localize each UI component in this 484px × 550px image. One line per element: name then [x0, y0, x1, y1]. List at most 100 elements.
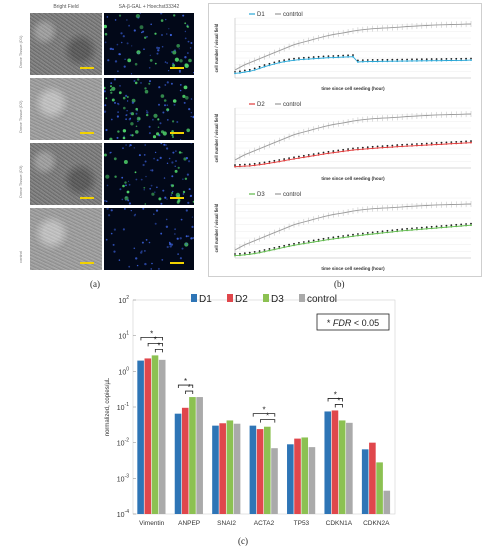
nucleus-dot	[141, 241, 144, 244]
nucleus-dot	[180, 139, 182, 140]
nucleus-dot	[149, 169, 152, 171]
data-point	[386, 146, 389, 149]
nucleus-dot	[142, 30, 145, 33]
nucleus-dot	[110, 91, 113, 94]
nucleus-dot	[185, 96, 189, 100]
data-point	[234, 253, 236, 255]
data-point	[239, 163, 241, 166]
nucleus-dot	[110, 85, 112, 88]
line-chart-d1: D1 contrtol time since cell seeding (hour)…	[214, 12, 472, 91]
bar-d2	[144, 358, 152, 514]
data-point	[416, 143, 418, 145]
nucleus-dot	[122, 228, 125, 231]
nucleus-dot	[111, 86, 116, 91]
nucleus-dot	[105, 200, 108, 203]
data-point	[347, 56, 349, 58]
data-point	[234, 72, 236, 75]
nucleus-dot	[156, 47, 158, 49]
bar-control	[308, 447, 316, 514]
data-point	[293, 57, 295, 60]
bar-d1	[287, 444, 294, 514]
data-point	[347, 234, 349, 237]
nucleus-dot	[126, 110, 128, 112]
nucleus-dot	[141, 31, 143, 34]
data-point	[401, 228, 404, 231]
data-point	[366, 147, 369, 150]
nucleus-dot	[143, 189, 145, 191]
nucleus-dot	[183, 157, 187, 161]
data-point	[435, 142, 438, 144]
data-point	[401, 60, 404, 62]
data-point	[253, 252, 256, 255]
data-point	[371, 145, 374, 148]
data-point	[278, 61, 281, 64]
legend-label: D1	[199, 294, 212, 305]
row-label-d3: Donor Tissue (D3)	[18, 165, 23, 198]
nucleus-dot	[119, 85, 121, 87]
nucleus-dot	[160, 202, 163, 205]
nucleus-dot	[190, 42, 193, 44]
nucleus-dot	[158, 197, 162, 201]
nucleus-dot	[106, 16, 109, 18]
category-label: CDKN1A	[326, 520, 353, 527]
nucleus-dot	[182, 193, 185, 195]
data-point	[406, 227, 408, 230]
nucleus-dot	[172, 120, 175, 123]
nucleus-dot	[179, 84, 182, 86]
data-point	[411, 144, 413, 147]
nucleus-dot	[116, 43, 119, 46]
data-point	[234, 254, 236, 257]
nucleus-dot	[192, 237, 194, 239]
nucleus-dot	[148, 82, 151, 85]
data-point	[361, 232, 364, 235]
data-point	[243, 165, 246, 168]
data-point	[273, 159, 276, 162]
nucleus-dot	[153, 213, 155, 215]
nucleus-dot	[174, 49, 176, 52]
nucleus-dot	[118, 14, 122, 17]
data-point	[307, 154, 310, 156]
nucleus-dot	[165, 225, 169, 228]
data-point	[342, 54, 345, 57]
category-label: TP53	[294, 520, 310, 527]
fluorescence-image-control	[104, 208, 194, 270]
data-point	[465, 223, 467, 225]
nucleus-dot	[139, 25, 144, 30]
nucleus-dot	[148, 125, 151, 128]
nucleus-dot	[164, 196, 167, 199]
nucleus-dot	[125, 94, 128, 97]
nucleus-dot	[174, 233, 176, 235]
nucleus-dot	[112, 243, 115, 246]
data-point	[425, 58, 428, 61]
data-point	[460, 59, 463, 62]
data-point	[396, 58, 399, 61]
data-point	[273, 161, 276, 164]
nucleus-dot	[150, 268, 152, 270]
data-point	[258, 162, 261, 164]
data-point	[268, 162, 271, 165]
data-point	[243, 71, 246, 73]
nucleus-dot	[149, 80, 151, 83]
data-point	[420, 144, 423, 147]
nucleus-dot	[158, 86, 161, 89]
legend-swatch-d3	[263, 294, 269, 302]
nucleus-dot	[189, 47, 192, 49]
nucleus-dot	[156, 159, 159, 162]
nucleus-dot	[130, 210, 132, 212]
nucleus-dot	[160, 143, 163, 145]
data-point	[278, 160, 281, 163]
data-point	[327, 237, 330, 239]
data-point	[455, 57, 458, 60]
data-point	[317, 152, 320, 155]
data-point	[470, 224, 472, 227]
data-point	[288, 58, 290, 61]
data-point	[248, 68, 251, 71]
nucleus-dot	[146, 109, 148, 112]
data-point	[322, 55, 325, 58]
nucleus-dot	[113, 228, 116, 231]
nucleus-dot	[174, 57, 179, 62]
significance-bracket	[327, 398, 343, 402]
nucleus-dot	[189, 195, 192, 197]
nucleus-dot	[133, 29, 136, 32]
data-point	[317, 154, 320, 156]
